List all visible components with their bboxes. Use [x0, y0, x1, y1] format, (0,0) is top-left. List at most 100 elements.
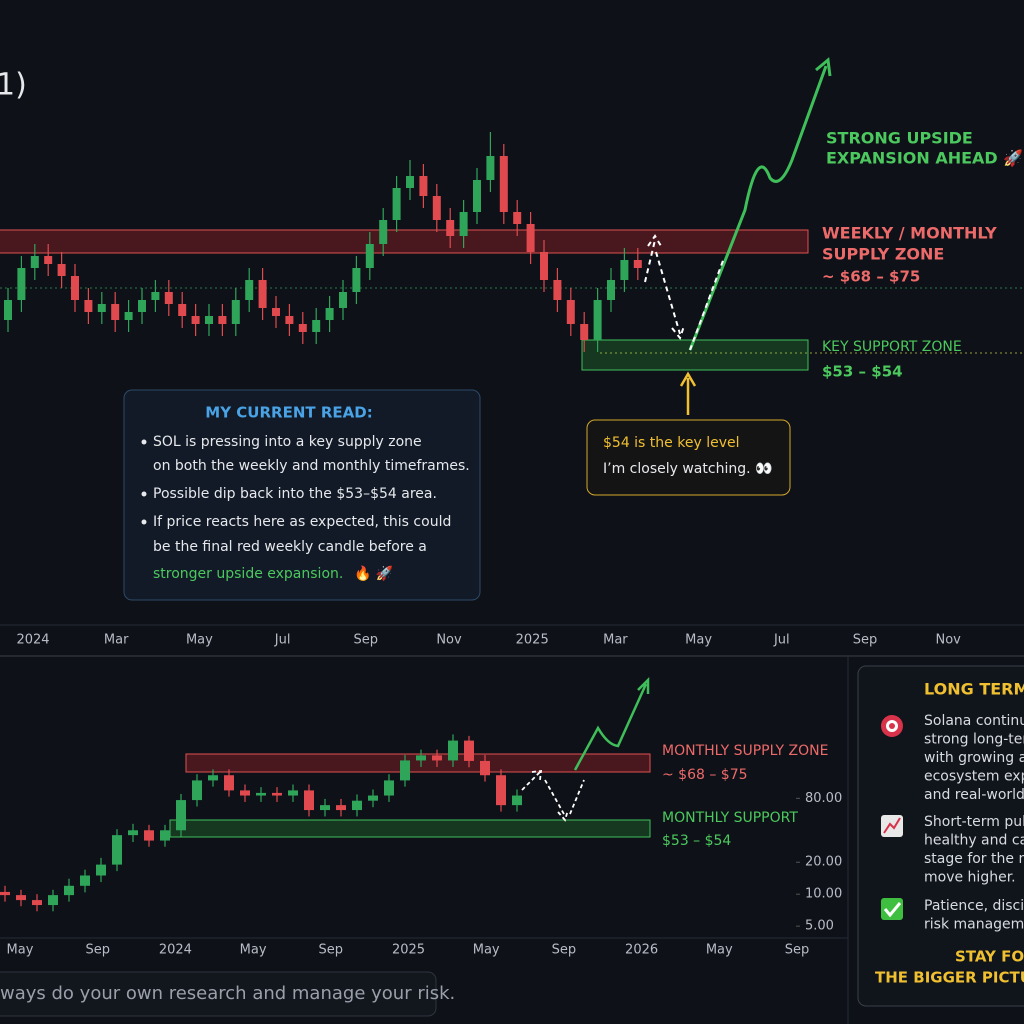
candle-body — [224, 775, 234, 791]
callout-text: I’m closely watching. 👀 — [603, 461, 772, 477]
candle-body — [272, 308, 280, 316]
candle-body — [365, 244, 374, 268]
candle-body — [57, 264, 66, 276]
candle-body — [336, 805, 346, 811]
footer: ways do your own research and manage you… — [0, 971, 455, 1017]
side-item-line: risk manageme — [924, 917, 1024, 933]
candles — [0, 132, 642, 912]
x-tick-label: May — [473, 943, 500, 958]
side-item-line: ecosystem exp — [924, 769, 1024, 785]
x-tick-label: 2025 — [392, 943, 425, 958]
candle-body — [30, 256, 39, 268]
candle-body — [459, 212, 468, 236]
read-box-title: MY CURRENT READ: — [205, 404, 372, 422]
candle-body — [540, 252, 548, 280]
candle-body — [304, 790, 314, 811]
candle-body — [339, 292, 347, 308]
candle-body — [144, 830, 154, 841]
x-tick-label: May — [685, 633, 712, 648]
read-box: MY CURRENT READ: SOL is pressing into a … — [123, 389, 481, 601]
candle-body — [124, 312, 133, 320]
bullet — [141, 439, 147, 445]
candle-body — [419, 176, 428, 196]
candle-body — [352, 268, 361, 292]
candle-body — [499, 156, 508, 212]
supply-zone — [0, 229, 809, 254]
candle-body — [325, 308, 334, 320]
side-item-line: Short-term pull — [924, 814, 1024, 830]
x-tick-label: May — [7, 943, 34, 958]
candle-body — [80, 875, 90, 886]
icon-check — [883, 902, 902, 918]
read-emoji: 🔥 🚀 — [354, 565, 394, 582]
footer-text: ways do your own research and manage you… — [0, 983, 455, 1004]
x-tick-label: May — [706, 943, 733, 958]
candle-body — [84, 300, 93, 312]
x-tick-label: Sep — [853, 633, 878, 648]
callout: $54 is the key level I’m closely watchin… — [586, 419, 791, 496]
candle-body — [160, 830, 170, 841]
side-item-line: strong long-ter — [924, 732, 1024, 748]
bullet — [141, 519, 147, 525]
candle-body — [191, 316, 200, 324]
read-line: SOL is pressing into a key supply zone — [153, 434, 422, 450]
side-item-line: stage for the n — [924, 851, 1024, 867]
candle-body — [4, 300, 12, 320]
candle-body — [176, 800, 186, 831]
candle-body — [258, 280, 267, 308]
x-tick-label: May — [240, 943, 267, 958]
annotation: WEEKLY / MONTHLY — [822, 224, 997, 243]
x-tick-label: Sep — [552, 943, 577, 958]
candle-body — [512, 795, 522, 806]
annotation: MONTHLY SUPPORT — [662, 810, 798, 826]
candle-body — [392, 188, 401, 220]
annotations: STRONG UPSIDE EXPANSION AHEAD 🚀 WEEKLY /… — [662, 129, 1023, 850]
annotation: KEY SUPPORT ZONE — [822, 339, 962, 355]
x-tick-label: Sep — [319, 943, 344, 958]
candle-body — [416, 755, 426, 761]
candle-body — [553, 280, 562, 300]
candle-body — [526, 224, 535, 252]
read-line: on both the weekly and monthly timeframe… — [153, 458, 470, 474]
read-box-frame — [123, 389, 481, 601]
candle-body — [384, 780, 394, 796]
side-item-line: healthy and ca — [924, 833, 1024, 849]
side-panel: LONG TERM Solana continu strong long-ter w… — [857, 665, 1024, 1007]
y-tick-label: 20.00 — [805, 855, 842, 870]
candle-body — [633, 260, 642, 268]
candle-body — [320, 805, 330, 811]
read-line: Possible dip back into the $53–$54 area. — [153, 486, 437, 502]
bullet — [141, 491, 147, 497]
side-panel-frame — [857, 665, 1024, 1007]
candle-body — [473, 180, 481, 212]
candle-body — [272, 792, 282, 796]
candle-body — [96, 864, 106, 876]
candle-body — [448, 740, 458, 761]
candle-body — [379, 220, 388, 244]
x-tick-label: Jul — [274, 633, 291, 648]
side-items: Solana continu strong long-ter with growin… — [924, 713, 1024, 933]
projection-path — [688, 65, 828, 351]
candle-body — [71, 276, 79, 300]
candle-body — [17, 268, 26, 300]
candle-body — [64, 885, 74, 896]
candle-body — [298, 324, 307, 332]
candle-body — [400, 760, 410, 781]
side-item-line: Patience, discip — [924, 898, 1024, 914]
axis: 2024 Mar May Jul Sep Nov 2025 Mar May Jul Sep Nov 20… — [7, 633, 1024, 958]
chart-title: 1) — [0, 68, 27, 103]
annotation: ~ $68 – $75 — [662, 767, 748, 783]
candle-body — [352, 800, 362, 811]
read-line: be the final red weekly candle before a — [153, 539, 427, 555]
icon-chart — [883, 817, 901, 834]
candle-body — [480, 760, 490, 776]
candle-body — [566, 300, 575, 324]
candle-body — [593, 300, 602, 340]
dashed-arrow — [644, 234, 662, 283]
projections — [521, 57, 832, 822]
candle-body — [432, 755, 442, 761]
dashed-arrow — [689, 257, 725, 351]
annotation: SUPPLY ZONE — [822, 245, 944, 264]
side-footer: STAY FOC — [955, 948, 1024, 966]
annotation: STRONG UPSIDE — [826, 129, 973, 148]
